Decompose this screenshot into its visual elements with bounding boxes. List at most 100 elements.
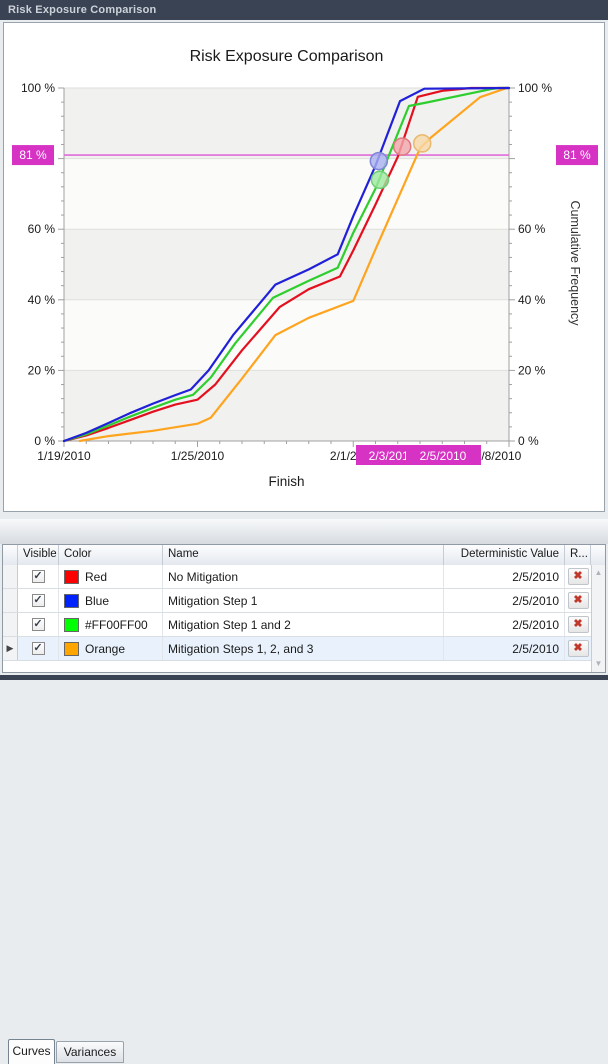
row-header-cell[interactable] xyxy=(3,589,18,612)
table-body: ✓ Red No Mitigation 2/5/2010 ✖ ✓ Blue Mitigatio… xyxy=(3,565,591,672)
color-swatch[interactable] xyxy=(64,617,79,632)
visible-cell: ✓ xyxy=(18,589,59,612)
delete-x-icon: ✖ xyxy=(573,570,583,582)
curve-name-cell[interactable]: Mitigation Step 1 and 2 xyxy=(163,613,444,636)
grid-band xyxy=(64,370,509,441)
remove-cell: ✖ xyxy=(565,565,591,588)
visible-cell: ✓ xyxy=(18,637,59,660)
y-tick-label-left: 100 % xyxy=(21,81,55,95)
column-header-visible[interactable]: Visible xyxy=(18,545,59,565)
y-tick-label-right: 20 % xyxy=(518,363,546,377)
column-header-r[interactable]: R... xyxy=(565,545,591,565)
column-header-row-selector xyxy=(3,545,18,565)
delete-x-icon: ✖ xyxy=(573,594,583,606)
scroll-down-icon[interactable]: ▼ xyxy=(594,659,603,668)
curve-name-cell[interactable]: Mitigation Steps 1, 2, and 3 xyxy=(163,637,444,660)
color-name-label: Red xyxy=(85,569,108,584)
visible-cell: ✓ xyxy=(18,565,59,588)
deterministic-value-cell[interactable]: 2/5/2010 xyxy=(444,565,565,588)
window-bottom-border xyxy=(0,675,608,680)
curve-mitigation-steps-1-2-and-3[interactable] xyxy=(78,86,511,443)
chart-panel: 0 % 0 % 20 % 20 % 40 % 40 % 60 % 60 % 100 % 100 %… xyxy=(3,22,605,512)
x-tick-label: 1/25/2010 xyxy=(171,449,225,463)
remove-cell: ✖ xyxy=(565,613,591,636)
visible-checkbox[interactable]: ✓ xyxy=(31,617,45,631)
marker-mitigation-steps-1-2-and-3[interactable] xyxy=(412,134,432,153)
y-tick-label-left: 40 % xyxy=(28,293,56,307)
deterministic-value-cell[interactable]: 2/5/2010 xyxy=(444,637,565,660)
y-axis-title-right: Cumulative Frequency xyxy=(568,200,582,326)
remove-cell: ✖ xyxy=(565,637,591,660)
checkmark-icon: ✓ xyxy=(33,617,43,630)
column-header-color[interactable]: Color xyxy=(59,545,163,565)
y-tick-label-right: 0 % xyxy=(518,434,539,448)
checkmark-icon: ✓ xyxy=(33,641,43,654)
delete-x-icon: ✖ xyxy=(573,618,583,630)
table-row[interactable]: ▶ ✓ Orange Mitigation Steps 1, 2, and 3 2/5/… xyxy=(3,637,591,661)
grid-band xyxy=(64,229,509,300)
color-cell[interactable]: Red xyxy=(59,565,163,588)
visible-cell: ✓ xyxy=(18,613,59,636)
y-tick-label-right: 40 % xyxy=(518,293,546,307)
color-swatch[interactable] xyxy=(64,641,79,656)
marker-mitigation-step-1[interactable] xyxy=(369,151,389,171)
marker-no-mitigation[interactable] xyxy=(392,137,412,156)
curves-table: Visible Color Name Deterministic Value R... … xyxy=(2,544,606,673)
row-header-cell[interactable]: ▶ xyxy=(3,637,18,660)
y-tick-label-left: 20 % xyxy=(28,363,56,377)
remove-cell: ✖ xyxy=(565,589,591,612)
crosshair-pct-label-left[interactable] xyxy=(12,145,54,166)
x-axis-title: Finish xyxy=(268,474,304,489)
visible-checkbox[interactable]: ✓ xyxy=(31,593,45,607)
scroll-up-icon[interactable]: ▲ xyxy=(594,568,603,577)
table-row[interactable]: ✓ Red No Mitigation 2/5/2010 ✖ xyxy=(3,565,591,589)
crosshair-pct-label-right-text: 81 % xyxy=(563,148,591,162)
x-tick-label: 2/8/2010 xyxy=(475,449,522,463)
color-cell[interactable]: Blue xyxy=(59,589,163,612)
crosshair-pct-label-right[interactable] xyxy=(556,145,598,166)
row-header-cell[interactable] xyxy=(3,565,18,588)
curve-no-mitigation[interactable] xyxy=(62,86,511,443)
column-header-deterministic-value[interactable]: Deterministic Value xyxy=(444,545,565,565)
tab-variances[interactable]: Variances xyxy=(56,1041,124,1063)
y-tick-label-left: 60 % xyxy=(28,222,56,236)
delete-x-icon: ✖ xyxy=(573,642,583,654)
checkmark-icon: ✓ xyxy=(33,593,43,606)
marker-mitigation-step-1-and-2[interactable] xyxy=(370,170,390,190)
current-row-arrow-icon: ▶ xyxy=(6,643,14,653)
y-tick-label-right: 100 % xyxy=(518,81,552,95)
color-name-label: Orange xyxy=(85,641,126,656)
chart-title: Risk Exposure Comparison xyxy=(190,48,384,65)
deterministic-value-cell[interactable]: 2/5/2010 xyxy=(444,613,565,636)
crosshair-date-label-2[interactable] xyxy=(406,445,481,465)
column-header-name[interactable]: Name xyxy=(163,545,444,565)
tab-curves[interactable]: Curves xyxy=(8,1039,55,1064)
tab-strip: Curves Variances xyxy=(0,519,608,1064)
visible-checkbox[interactable]: ✓ xyxy=(31,641,45,655)
color-name-label: Blue xyxy=(85,593,110,608)
deterministic-value-cell[interactable]: 2/5/2010 xyxy=(444,589,565,612)
table-row[interactable]: ✓ #FF00FF00 Mitigation Step 1 and 2 2/5/201… xyxy=(3,613,591,637)
table-row[interactable]: ✓ Blue Mitigation Step 1 2/5/2010 ✖ xyxy=(3,589,591,613)
remove-curve-button[interactable]: ✖ xyxy=(567,592,589,609)
row-header-cell[interactable] xyxy=(3,613,18,636)
window-title-bar[interactable]: Risk Exposure Comparison xyxy=(0,0,608,20)
curve-name-cell[interactable]: No Mitigation xyxy=(163,565,444,588)
table-header: Visible Color Name Deterministic Value R... xyxy=(3,545,605,566)
crosshair-date-label-1-text: 2/3/2010 xyxy=(369,449,416,463)
y-tick-label-right: 60 % xyxy=(518,222,546,236)
vertical-scrollbar[interactable]: ▲ ▼ xyxy=(591,565,605,672)
visible-checkbox[interactable]: ✓ xyxy=(31,570,45,583)
x-tick-label: 1/19/2010 xyxy=(37,449,91,463)
color-swatch[interactable] xyxy=(64,569,79,584)
crosshair-date-label-2-text: 2/5/2010 xyxy=(420,449,467,463)
remove-curve-button[interactable]: ✖ xyxy=(567,568,589,585)
remove-curve-button[interactable]: ✖ xyxy=(567,640,589,657)
curve-name-cell[interactable]: Mitigation Step 1 xyxy=(163,589,444,612)
color-name-label: #FF00FF00 xyxy=(85,617,148,632)
remove-curve-button[interactable]: ✖ xyxy=(567,616,589,633)
curve-mitigation-step-1-and-2[interactable] xyxy=(62,86,511,443)
color-cell[interactable]: #FF00FF00 xyxy=(59,613,163,636)
color-swatch[interactable] xyxy=(64,593,79,608)
color-cell[interactable]: Orange xyxy=(59,637,163,660)
